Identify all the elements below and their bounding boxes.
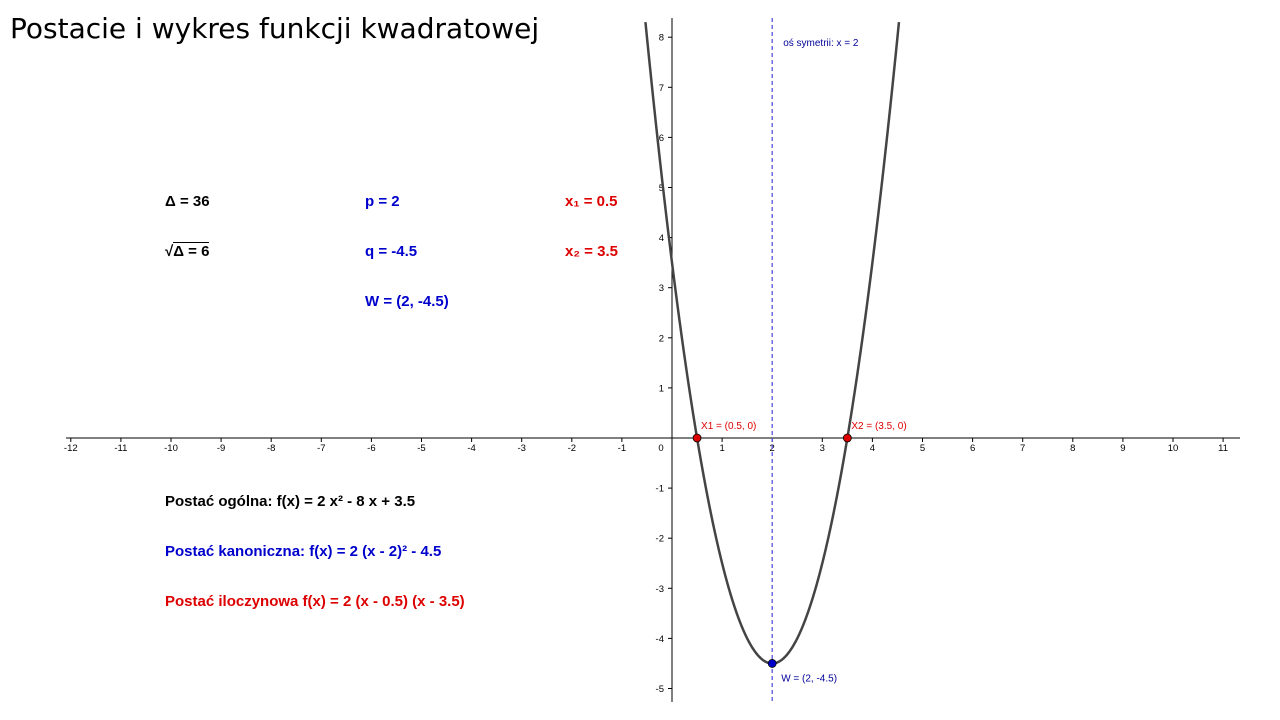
x2-value: x₂ = 3.5 xyxy=(565,243,618,260)
product-form: Postać iloczynowa f(x) = 2 (x - 0.5) (x … xyxy=(165,593,465,610)
axis-of-symmetry-label: oś symetrii: x = 2 xyxy=(783,38,859,49)
x1-value: x₁ = 0.5 xyxy=(565,193,618,210)
x-tick-label: -3 xyxy=(517,443,525,454)
x-tick-label: 11 xyxy=(1218,443,1228,454)
y-tick-label: -4 xyxy=(656,634,664,645)
canonical-form: Postać kanoniczna: f(x) = 2 (x - 2)² - 4… xyxy=(165,543,442,560)
sqrt-delta-value: √Δ = 6 xyxy=(165,242,210,261)
x-tick-label: 9 xyxy=(1120,443,1125,454)
p-value: p = 2 xyxy=(365,193,400,210)
x-tick-label: -10 xyxy=(164,443,178,454)
y-tick-label: 2 xyxy=(659,333,664,344)
point-x1 xyxy=(692,433,702,443)
delta-value: Δ = 36 xyxy=(165,193,210,210)
general-form: Postać ogólna: f(x) = 2 x² - 8 x + 3.5 xyxy=(165,493,416,510)
y-tick-label: -1 xyxy=(656,484,664,495)
x-tick-label: 4 xyxy=(870,443,875,454)
x-tick-label: 10 xyxy=(1168,443,1179,454)
vertex-value: W = (2, -4.5) xyxy=(365,293,449,310)
point-w xyxy=(767,659,777,668)
y-tick-label: 8 xyxy=(659,33,664,44)
x-tick-label: -6 xyxy=(367,443,375,454)
x-tick-label: -4 xyxy=(467,443,475,454)
x-tick-label: 1 xyxy=(719,443,724,454)
point-x2 xyxy=(842,433,852,443)
page-title: Postacie i wykres funkcji kwadratowej xyxy=(10,12,540,45)
point-label-x2: X2 = (3.5, 0) xyxy=(851,421,906,432)
y-tick-label: 5 xyxy=(659,183,664,194)
point-label-w: W = (2, -4.5) xyxy=(781,673,837,684)
x-tick-label: -7 xyxy=(317,443,325,454)
y-tick-label: -5 xyxy=(656,684,664,695)
y-tick-label: 6 xyxy=(659,133,664,144)
y-tick-label: 1 xyxy=(659,383,664,394)
sqrt-delta-rest: Δ = 6 xyxy=(173,242,210,260)
x-tick-label: -1 xyxy=(618,443,626,454)
x-tick-label: 0 xyxy=(658,443,663,454)
sqrt-symbol: √ xyxy=(165,243,174,260)
x-tick-label: -8 xyxy=(267,443,275,454)
y-tick-label: -2 xyxy=(656,534,664,545)
x-tick-label: -12 xyxy=(64,443,78,454)
x-tick-label: -2 xyxy=(568,443,576,454)
x-tick-label: 8 xyxy=(1070,443,1075,454)
y-tick-label: 3 xyxy=(659,283,664,294)
y-tick-label: -3 xyxy=(656,584,664,595)
x-tick-label: -5 xyxy=(417,443,425,454)
y-tick-label: 7 xyxy=(659,83,664,94)
x-tick-label: -11 xyxy=(114,443,127,454)
x-tick-label: 3 xyxy=(820,443,825,454)
q-value: q = -4.5 xyxy=(365,243,418,260)
x-tick-label: -9 xyxy=(217,443,225,454)
point-label-x1: X1 = (0.5, 0) xyxy=(701,421,756,432)
y-tick-label: 4 xyxy=(659,233,664,244)
x-tick-label: 5 xyxy=(920,443,925,454)
x-tick-label: 7 xyxy=(1020,443,1025,454)
x-tick-label: 6 xyxy=(970,443,975,454)
